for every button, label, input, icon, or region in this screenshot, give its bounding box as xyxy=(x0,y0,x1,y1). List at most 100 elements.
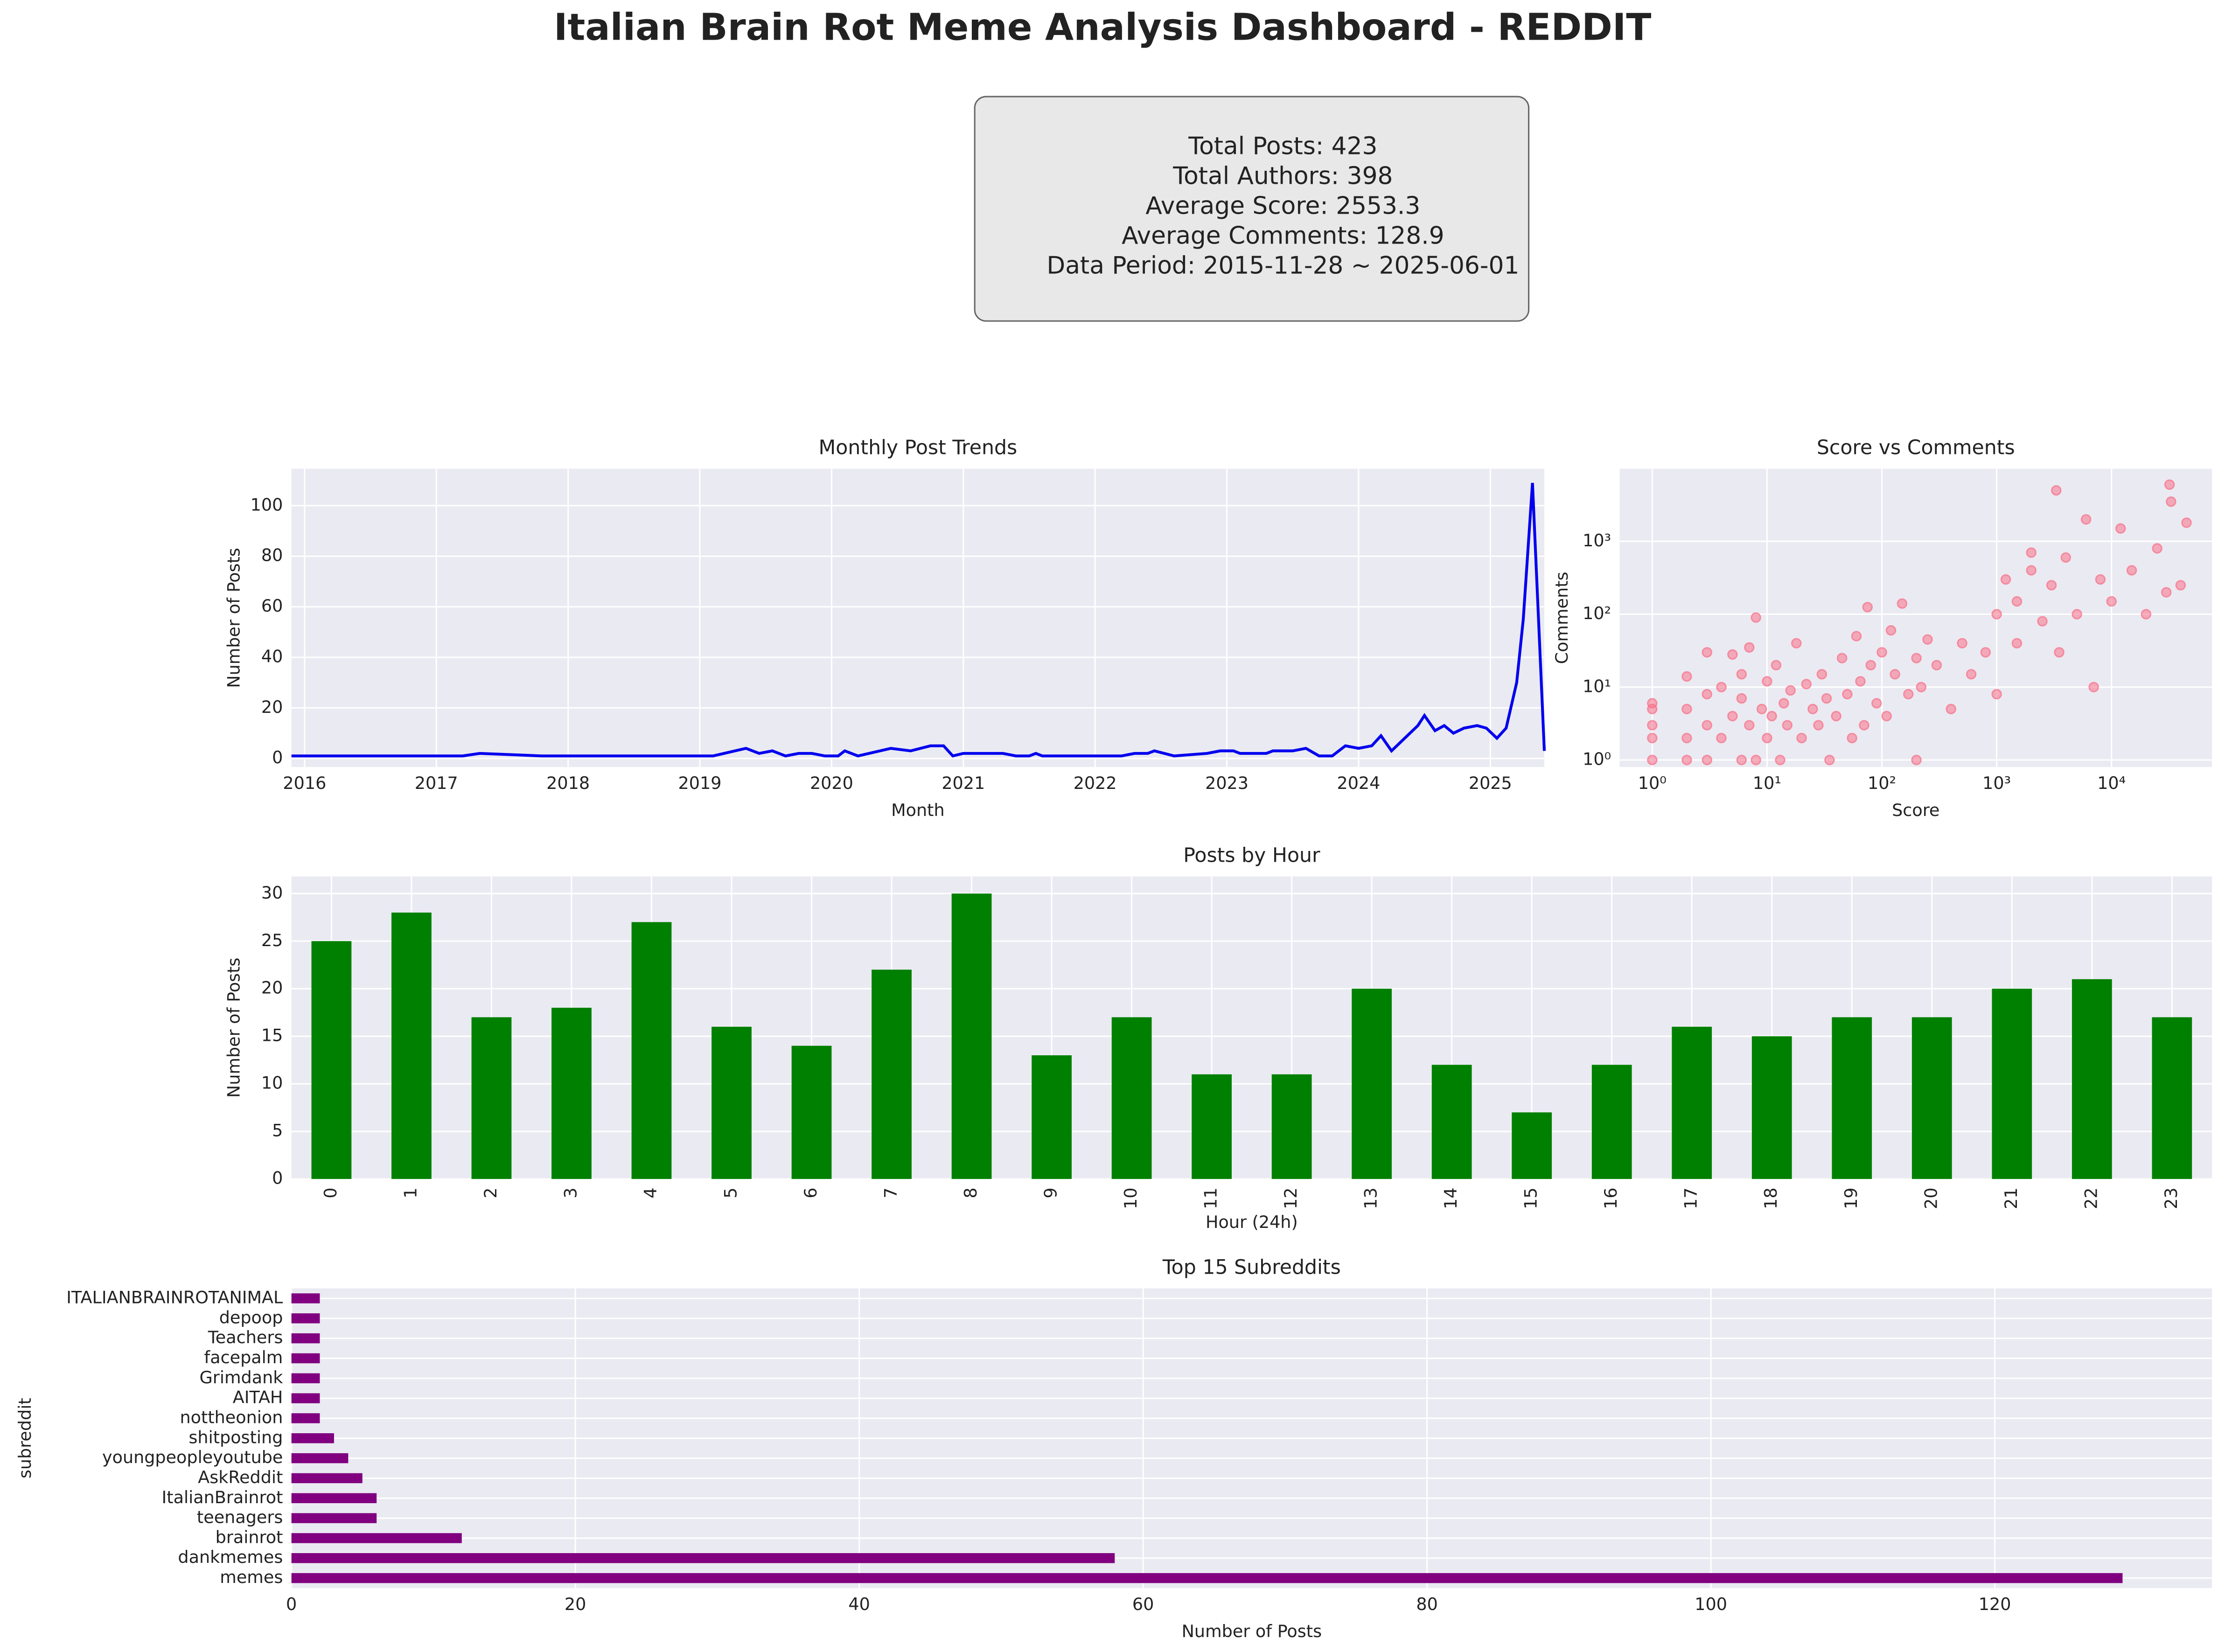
scatter-point xyxy=(1766,711,1777,722)
chart-title: Posts by Hour xyxy=(1183,843,1320,867)
scatter-point xyxy=(1744,720,1755,731)
bar xyxy=(291,1513,377,1523)
scatter-point xyxy=(1762,732,1772,744)
y-tick-label: Teachers xyxy=(208,1327,283,1347)
scatter-point xyxy=(2011,638,2023,648)
scatter-point xyxy=(1727,711,1738,722)
x-tick-label: 13 xyxy=(1361,1187,1381,1209)
x-tick-label: 8 xyxy=(961,1187,981,1198)
x-tick-label: 15 xyxy=(1521,1187,1541,1209)
x-tick-label: 2023 xyxy=(1205,773,1249,793)
scatter-point xyxy=(2095,574,2106,585)
bar xyxy=(711,1026,752,1179)
scatter-point xyxy=(1871,698,1882,709)
scatter-point xyxy=(1911,653,1922,663)
scatter-point xyxy=(1647,754,1658,766)
scatter-point xyxy=(1813,720,1824,731)
bar xyxy=(951,893,992,1179)
x-tick-label: 23 xyxy=(2161,1187,2181,1209)
scatter-point xyxy=(1855,676,1866,687)
x-tick-label: 10⁰ xyxy=(1638,773,1667,793)
scatter-point xyxy=(2072,609,2082,620)
y-tick-label: 15 xyxy=(261,1025,283,1046)
y-axis-label: subreddit xyxy=(15,1398,35,1478)
y-tick-label: memes xyxy=(220,1567,283,1587)
scatter-point xyxy=(1681,671,1692,682)
y-tick-label: 10² xyxy=(1583,603,1611,623)
dashboard-title: Italian Brain Rot Meme Analysis Dashboar… xyxy=(554,6,1651,49)
bar xyxy=(1992,989,2032,1179)
y-tick-label: AskReddit xyxy=(198,1467,283,1487)
scatter-point xyxy=(2000,574,2011,585)
x-tick-label: 17 xyxy=(1681,1187,1701,1209)
scatter-point xyxy=(2166,496,2176,507)
x-tick-label: 6 xyxy=(801,1187,821,1198)
x-tick-label: 2020 xyxy=(810,773,853,793)
bar xyxy=(1751,1036,1792,1179)
scatter-point xyxy=(1702,754,1713,766)
scatter-point xyxy=(2088,682,2099,693)
trend-line xyxy=(291,482,1546,758)
scatter-point xyxy=(1862,602,1873,613)
y-tick-label: 0 xyxy=(272,747,283,767)
scatter-point xyxy=(2060,552,2072,563)
plot-area xyxy=(1619,468,2212,767)
scatter-point xyxy=(1851,631,1862,641)
scatter-point xyxy=(1847,732,1857,744)
y-tick-label: 80 xyxy=(261,545,283,565)
x-tick-label: 2021 xyxy=(942,773,985,793)
chart-title: Monthly Post Trends xyxy=(819,436,1018,460)
x-tick-label: 10³ xyxy=(1982,773,2011,793)
scatter-point xyxy=(1647,698,1658,709)
scatter-point xyxy=(2181,517,2192,528)
scatter-point xyxy=(1897,598,1908,609)
x-tick-label: 10⁴ xyxy=(2097,773,2126,793)
y-axis-label: Number of Posts xyxy=(223,548,244,688)
x-tick-label: 21 xyxy=(2001,1187,2021,1209)
x-tick-label: 5 xyxy=(721,1187,741,1198)
bar xyxy=(2072,979,2112,1179)
chart-title: Top 15 Subreddits xyxy=(1162,1255,1341,1279)
y-tick-label: 5 xyxy=(272,1121,283,1141)
plot-area xyxy=(291,468,1545,767)
y-tick-label: shitposting xyxy=(188,1427,283,1447)
x-tick-label: 2018 xyxy=(546,773,590,793)
x-tick-label: 2017 xyxy=(415,773,458,793)
scatter-point xyxy=(2080,514,2092,525)
bar xyxy=(1352,989,1392,1179)
bar xyxy=(631,922,672,1179)
x-tick-label: 60 xyxy=(1132,1594,1154,1614)
x-tick-label: 11 xyxy=(1201,1187,1221,1209)
scatter-point xyxy=(1782,720,1793,731)
bar xyxy=(872,969,912,1179)
bar xyxy=(291,1493,377,1503)
y-tick-label: ItalianBrainrot xyxy=(162,1487,283,1507)
scatter-point xyxy=(1801,679,1812,690)
y-tick-label: 60 xyxy=(261,596,283,616)
x-axis-label: Score xyxy=(1892,800,1939,820)
summary-line: Total Posts: 423 xyxy=(1188,132,1377,160)
x-tick-label: 22 xyxy=(2081,1187,2101,1209)
scatter-point xyxy=(1762,676,1772,687)
scatter-point xyxy=(2175,580,2186,591)
y-tick-label: Grimdank xyxy=(200,1367,284,1387)
x-tick-label: 14 xyxy=(1441,1187,1461,1209)
bar xyxy=(291,1453,349,1464)
scatter-point xyxy=(2037,616,2048,627)
y-tick-label: 100 xyxy=(251,495,283,515)
bar xyxy=(291,1533,462,1543)
summary-line: Data Period: 2015-11-28 ~ 2025-06-01 xyxy=(1046,251,1519,279)
summary-line: Average Score: 2553.3 xyxy=(1145,192,1420,220)
bar xyxy=(1431,1065,1472,1179)
scatter-point xyxy=(1957,638,1967,648)
x-tick-label: 2019 xyxy=(678,773,722,793)
bar xyxy=(791,1046,832,1179)
x-tick-label: 16 xyxy=(1601,1187,1621,1209)
scatter-point xyxy=(1885,625,1897,636)
scatter-point xyxy=(1751,612,1761,623)
scatter-point xyxy=(1785,685,1796,696)
scatter-point xyxy=(1702,689,1713,700)
scatter-point xyxy=(1946,704,1956,715)
x-axis-label: Hour (24h) xyxy=(1206,1212,1298,1232)
